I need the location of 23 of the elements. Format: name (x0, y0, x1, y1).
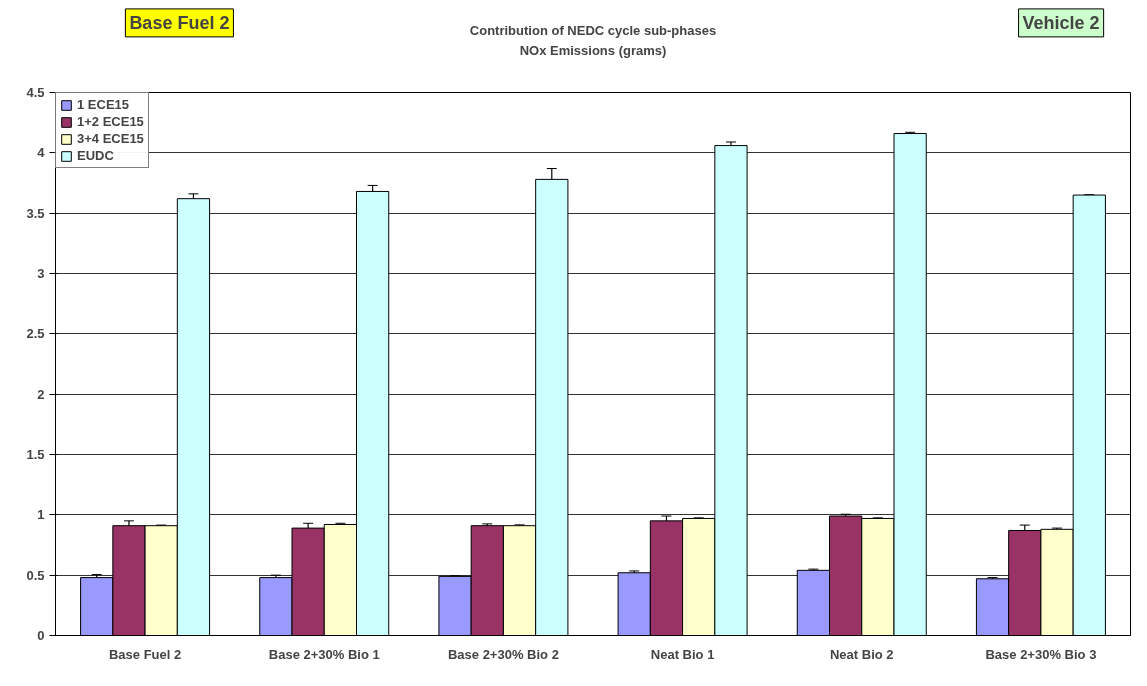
x-tick-label: Neat Bio 1 (650, 646, 715, 662)
x-tick-label: Base 2+30% Bio 1 (268, 646, 380, 662)
y-tick-label: 1.5 (26, 447, 45, 462)
y-tick-label: 0 (37, 628, 45, 643)
text: Vehicle 2 (1022, 12, 1100, 33)
legend-label: 1+2 ECE15 (77, 114, 144, 129)
x-tick-label: Base 2+30% Bio 2 (447, 646, 559, 662)
x-tick-label: Neat Bio 2 (829, 646, 894, 662)
y-tick-label: 4.5 (26, 85, 45, 100)
y-tick-label: 3 (37, 266, 45, 281)
legend-label: EUDC (77, 148, 114, 163)
chart-title: Contribution of NEDC cycle sub-phases NOx Emissions (grams) (469, 23, 717, 58)
legend-label: 3+4 ECE15 (77, 131, 144, 146)
y-tick-label: 1 (37, 507, 45, 523)
text: Base Fuel 2 (129, 12, 230, 33)
x-tick-label: Base Fuel 2 (108, 646, 182, 662)
x-tick-label: Base 2+30% Bio 3 (985, 646, 1097, 662)
y-tick-label: 2 (37, 386, 45, 402)
y-tick-label: 4 (37, 145, 46, 161)
y-tick-label: 0.5 (26, 567, 45, 583)
y-tick-label: 3.5 (26, 205, 45, 221)
y-tick-label: 2.5 (26, 326, 45, 342)
legend-label: 1 ECE15 (77, 97, 130, 112)
